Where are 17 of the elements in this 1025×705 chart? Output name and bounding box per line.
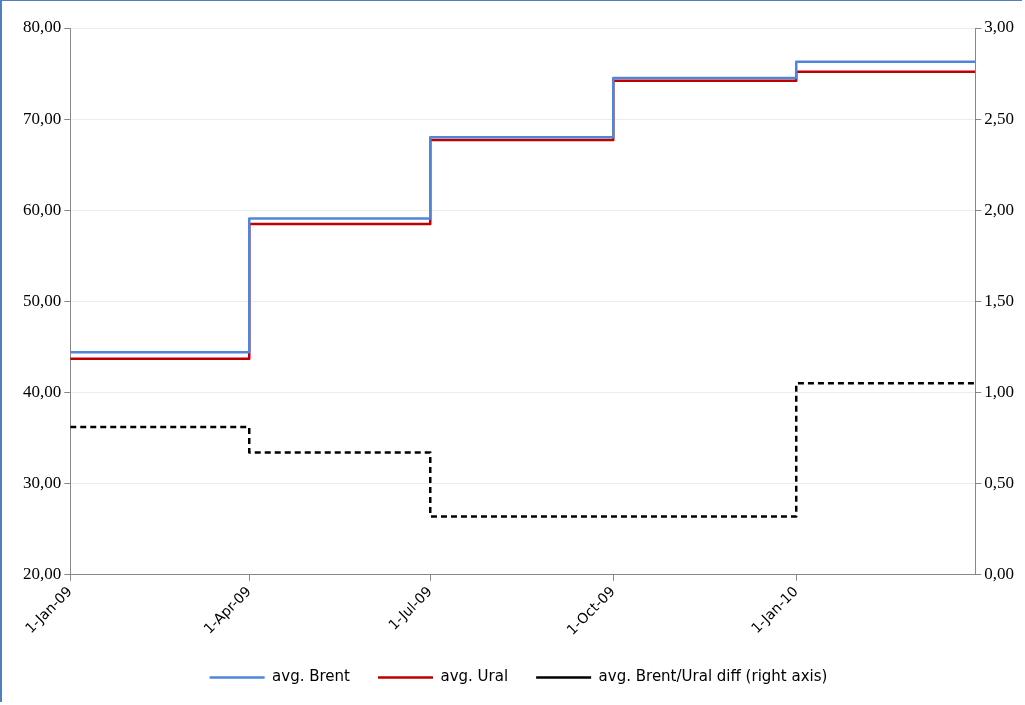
y2-tick-label: 2,00 <box>984 199 1014 219</box>
y2-tick-label: 0,50 <box>984 473 1014 493</box>
y-tick-label: 60,00 <box>23 199 62 219</box>
legend-label: avg. Brent <box>272 667 351 686</box>
y2-tick-label: 0,00 <box>984 564 1014 584</box>
y2-tick-label: 2,50 <box>984 108 1014 128</box>
y-tick-label: 20,00 <box>23 564 62 584</box>
legend-label: avg. Ural <box>440 667 509 686</box>
y-tick-label: 30,00 <box>23 473 62 493</box>
y-tick-label: 50,00 <box>23 290 62 310</box>
y2-tick-label: 3,00 <box>984 17 1014 37</box>
y-tick-label: 70,00 <box>23 108 62 128</box>
y2-tick-label: 1,50 <box>984 290 1014 310</box>
y2-tick-label: 1,00 <box>984 381 1014 401</box>
legend-label: avg. Brent/Ural diff (right axis) <box>598 667 828 686</box>
y-tick-label: 80,00 <box>23 17 62 37</box>
y-tick-label: 40,00 <box>23 381 62 401</box>
